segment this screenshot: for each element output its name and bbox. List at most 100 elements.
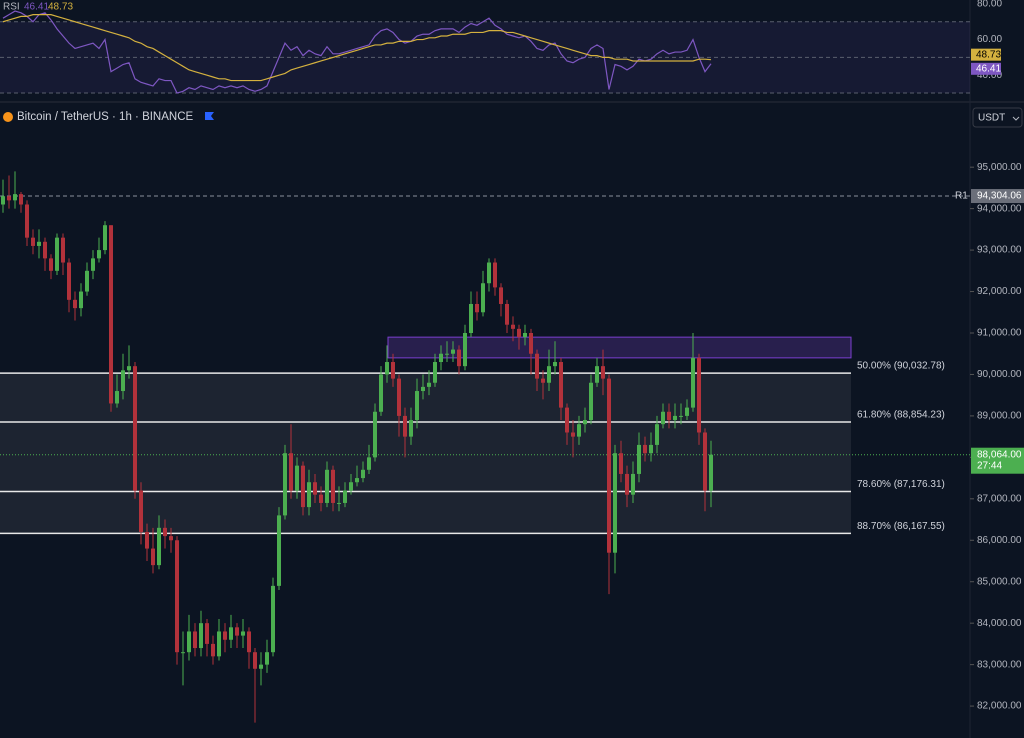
candle-body (1, 196, 5, 205)
candle-body (253, 652, 257, 669)
candle-body (301, 465, 305, 508)
candle-body (355, 478, 359, 483)
candle-body (433, 362, 437, 383)
candle-body (229, 627, 233, 640)
candle-body (709, 454, 713, 491)
currency-button[interactable] (972, 107, 1023, 128)
candle-body (421, 386, 425, 392)
candle-body (685, 407, 689, 416)
resistance-name: R1 (955, 191, 968, 202)
y-tick-label: 86,000.00 (977, 535, 1022, 546)
y-tick-label: 83,000.00 (977, 659, 1022, 670)
candle-body (319, 494, 323, 503)
rsi-line (2, 14, 712, 82)
candle-body (391, 362, 395, 379)
fib-label: 61.80% (88,854.23) (857, 410, 945, 421)
candle-body (169, 536, 173, 541)
candle-body (337, 502, 341, 504)
candle-body (487, 262, 491, 284)
candle-body (625, 473, 629, 495)
y-tick-label: 91,000.00 (977, 328, 1022, 339)
candle-body (271, 585, 275, 653)
candle-body (7, 196, 11, 201)
candle-body (187, 631, 191, 653)
candle-body (565, 407, 569, 433)
candle-body (529, 332, 533, 354)
y-tick-label: 85,000.00 (977, 576, 1022, 587)
y-tick-label: 60.00 (977, 34, 1002, 45)
price-countdown: 27:44 (977, 460, 1002, 471)
candle-body (469, 303, 473, 333)
candle-body (481, 283, 485, 313)
y-tick-label: 90,000.00 (977, 369, 1022, 380)
coin-icon (3, 112, 13, 122)
candle-body (367, 457, 371, 470)
candle-body (583, 420, 587, 425)
candle-body (223, 631, 227, 640)
candle-body (601, 366, 605, 379)
candle-body (553, 362, 557, 367)
candle-body (79, 291, 83, 309)
candle-body (439, 353, 443, 363)
y-tick-label: 93,000.00 (977, 245, 1022, 256)
candle-body (607, 378, 611, 553)
candle-body (667, 411, 671, 421)
y-tick-label: 40.00 (977, 70, 1002, 81)
candle-body (703, 432, 707, 491)
candle-body (673, 415, 677, 421)
candle-body (175, 540, 179, 653)
candle-body (127, 366, 131, 371)
candle-body (235, 627, 239, 636)
candle-body (499, 287, 503, 304)
candle-body (289, 453, 293, 491)
candle-body (397, 378, 401, 416)
candle-body (181, 652, 185, 654)
candle-body (343, 490, 347, 503)
flag-icon (205, 112, 214, 120)
candle-body (463, 332, 467, 367)
candle-body (259, 664, 263, 669)
candle-body (517, 328, 521, 338)
candle-body (571, 432, 575, 437)
candle-body (37, 241, 41, 246)
candle-body (385, 362, 389, 375)
candle-body (109, 225, 113, 404)
y-tick-label: 80.00 (977, 0, 1002, 10)
rsi-legend-title: RSI (3, 2, 20, 13)
y-tick-label: 94,000.00 (977, 203, 1022, 214)
candle-body (325, 469, 329, 503)
candle-body (589, 382, 593, 421)
candle-body (61, 237, 65, 263)
candle-body (445, 353, 449, 355)
candle-body (679, 415, 683, 417)
candle-body (13, 194, 17, 201)
candle-body (373, 411, 377, 458)
price-tag-label: 88,064.00 (977, 449, 1022, 460)
dropdown-arrow (1012, 116, 1020, 121)
candle-body (295, 465, 299, 491)
rsi-line (2, 10, 712, 94)
candle-body (103, 225, 107, 251)
candle-body (199, 623, 203, 649)
candle-body (451, 349, 455, 354)
fib-shade (0, 373, 851, 534)
candle-body (409, 420, 413, 437)
rsi-tag (971, 62, 1001, 75)
candle-body (595, 366, 599, 383)
y-tick-label: 95,000.00 (977, 162, 1022, 173)
resistance-tag-label: 94,304.06 (977, 191, 1022, 202)
candle-body (19, 194, 23, 205)
candle-body (85, 270, 89, 292)
candle-body (217, 631, 221, 657)
candle-body (91, 258, 95, 271)
candle-body (349, 482, 353, 491)
candle-body (643, 444, 647, 454)
fib-label: 50.00% (90,032.78) (857, 361, 945, 372)
fib-label: 78.60% (87,176.31) (857, 479, 945, 490)
candle-body (55, 237, 59, 271)
candle-body (313, 482, 317, 495)
candle-body (619, 453, 623, 474)
candle-body (403, 415, 407, 437)
